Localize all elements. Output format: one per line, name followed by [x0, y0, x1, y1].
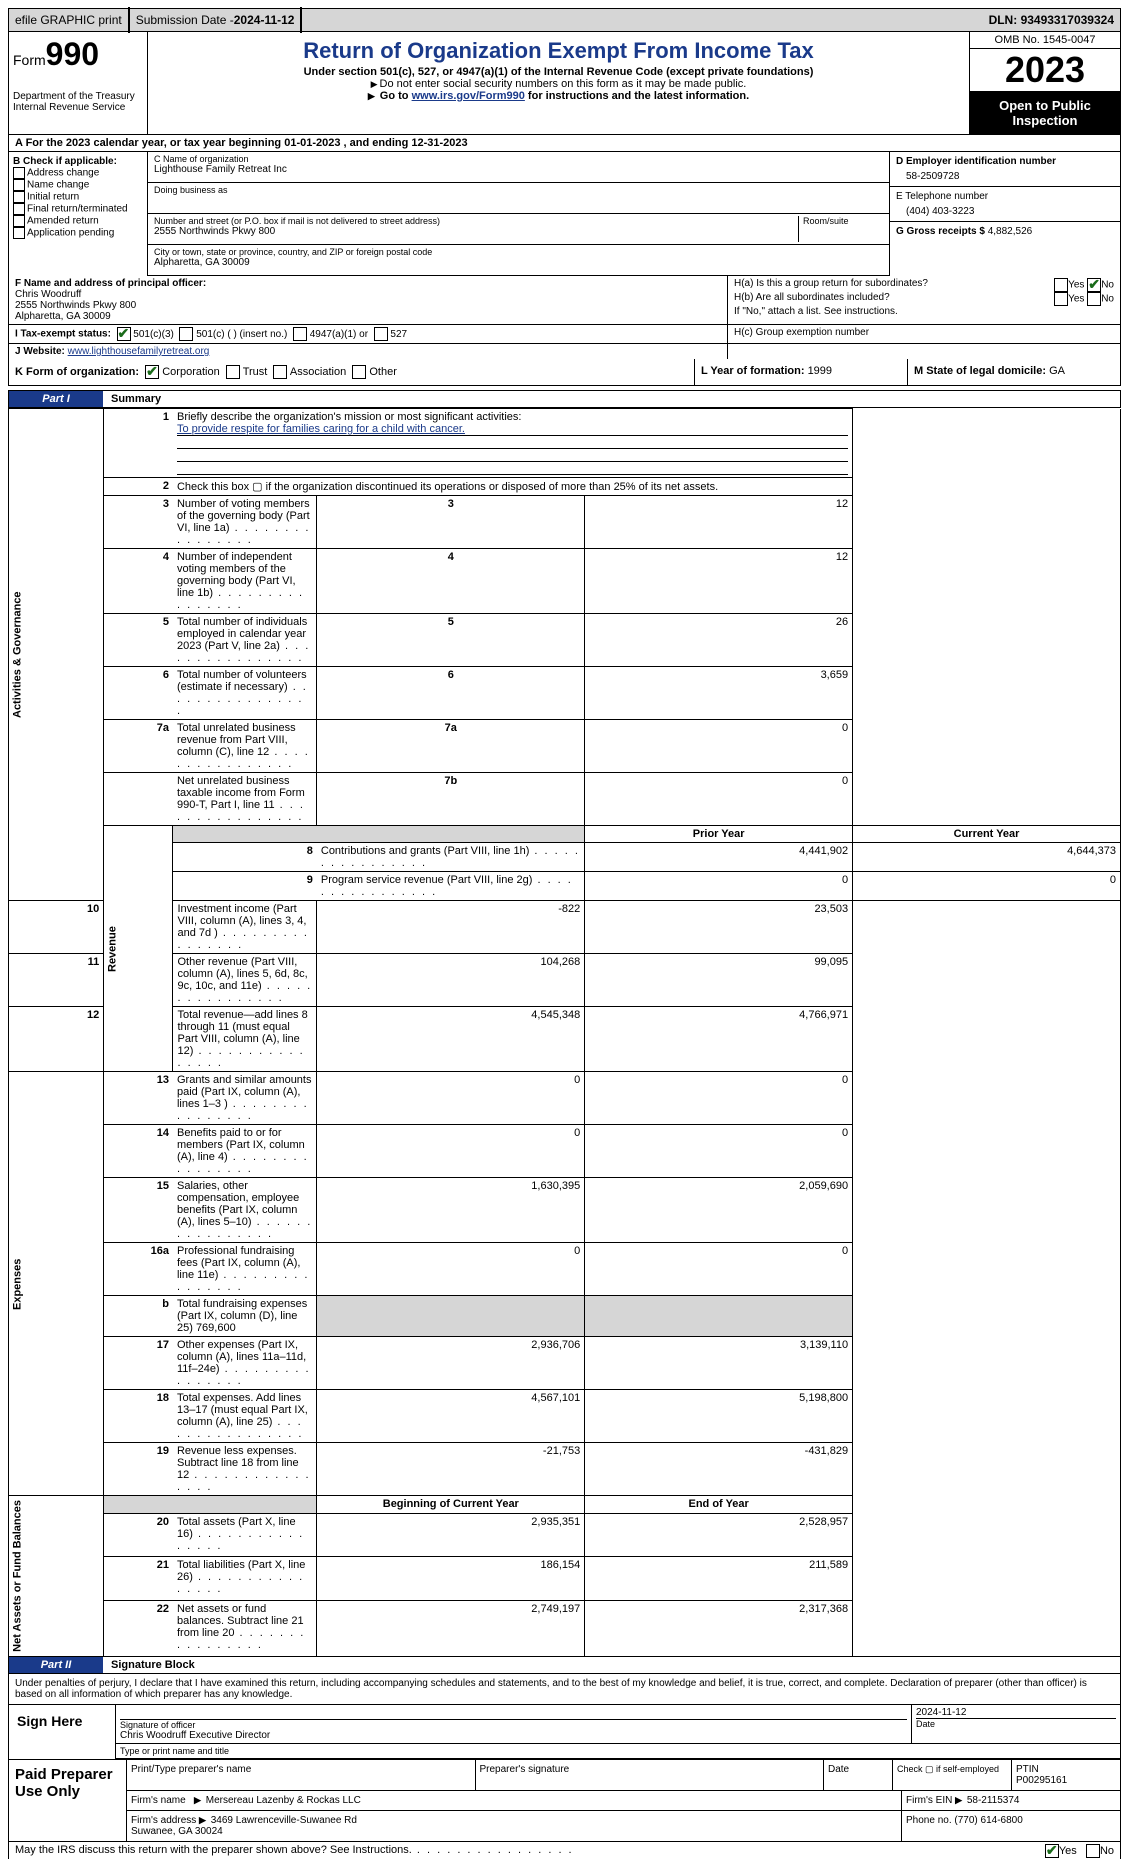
boxb-option: Address change — [13, 167, 143, 179]
ha-no-check — [1087, 278, 1101, 292]
officer-signature: Chris Woodruff Executive Director — [120, 1730, 907, 1741]
tax-year: 2023 — [970, 49, 1120, 92]
part2-header: Part II Signature Block — [8, 1657, 1121, 1674]
row-a-tax-year: A For the 2023 calendar year, or tax yea… — [8, 135, 1121, 152]
box-c: C Name of organization Lighthouse Family… — [148, 152, 889, 276]
discuss-yes-check — [1045, 1844, 1059, 1858]
boxb-option: Initial return — [13, 191, 143, 203]
boxb-option: Amended return — [13, 215, 143, 227]
department: Department of the Treasury Internal Reve… — [13, 91, 143, 113]
form-number: Form990 — [13, 36, 143, 73]
part1-header: Part I Summary — [8, 390, 1121, 408]
firm-name: Mersereau Lazenby & Rockas LLC — [206, 1795, 361, 1806]
telephone: (404) 403-3223 — [896, 202, 1114, 217]
boxb-option: Name change — [13, 179, 143, 191]
submission-date: Submission Date - 2024-11-12 — [130, 7, 303, 33]
org-street: 2555 Northwinds Pkwy 800 — [154, 226, 794, 237]
signature-block: Under penalties of perjury, I declare th… — [8, 1674, 1121, 1842]
row-j: J Website: www.lighthousefamilyretreat.o… — [8, 344, 1121, 359]
firm-phone: (770) 614-6800 — [954, 1815, 1022, 1826]
header-grid: B Check if applicable: Address changeNam… — [8, 152, 1121, 276]
officer-name: Chris Woodruff — [15, 289, 81, 300]
row-klm: K Form of organization: Corporation Trus… — [8, 359, 1121, 386]
form-title: Return of Organization Exempt From Incom… — [156, 38, 961, 64]
row-f-h: F Name and address of principal officer:… — [8, 276, 1121, 325]
subtitle-2: Do not enter social security numbers on … — [156, 78, 961, 90]
efile-label: efile GRAPHIC print — [9, 7, 130, 33]
org-name: Lighthouse Family Retreat Inc — [154, 164, 883, 175]
boxb-option: Final return/terminated — [13, 203, 143, 215]
penalty-statement: Under penalties of perjury, I declare th… — [9, 1674, 1120, 1705]
top-bar: efile GRAPHIC print Submission Date - 20… — [8, 8, 1121, 32]
box-b: B Check if applicable: Address changeNam… — [9, 152, 148, 276]
form-header: Form990 Department of the Treasury Inter… — [8, 32, 1121, 135]
omb-number: OMB No. 1545-0047 — [970, 32, 1120, 49]
summary-table: Activities & Governance1Briefly describe… — [8, 408, 1121, 1657]
subtitle-1: Under section 501(c), 527, or 4947(a)(1)… — [156, 66, 961, 78]
website[interactable]: www.lighthousefamilyretreat.org — [68, 346, 210, 357]
discuss-row: May the IRS discuss this return with the… — [8, 1842, 1121, 1859]
org-city: Alpharetta, GA 30009 — [154, 257, 883, 268]
subtitle-3: Go to www.irs.gov/Form990 for instructio… — [156, 90, 961, 102]
firm-ein: 58-2115374 — [967, 1795, 1020, 1806]
dln: DLN: 93493317039324 — [983, 11, 1120, 29]
irs-link[interactable]: www.irs.gov/Form990 — [412, 90, 525, 102]
box-d-e-g: D Employer identification number 58-2509… — [889, 152, 1120, 276]
gross-receipts: 4,882,526 — [988, 226, 1033, 237]
row-i: I Tax-exempt status: 501(c)(3) 501(c) ( … — [8, 325, 1121, 344]
open-public: Open to Public Inspection — [970, 92, 1120, 134]
ptin: P00295161 — [1016, 1775, 1067, 1786]
boxb-option: Application pending — [13, 227, 143, 239]
ein: 58-2509728 — [896, 167, 1114, 182]
